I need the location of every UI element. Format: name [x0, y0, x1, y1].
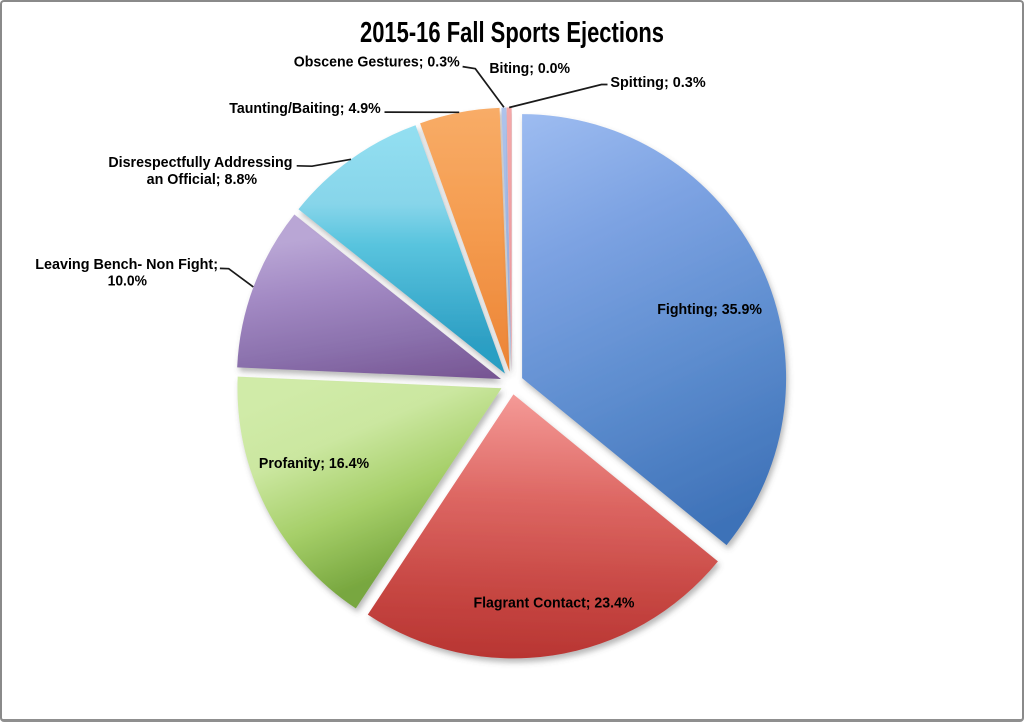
svg-text:10.0%: 10.0%	[108, 273, 147, 290]
svg-text:Fighting; 35.9%: Fighting; 35.9%	[657, 301, 762, 318]
svg-text:Flagrant Contact; 23.4%: Flagrant Contact; 23.4%	[474, 595, 635, 612]
svg-text:Biting; 0.0%: Biting; 0.0%	[489, 60, 570, 77]
svg-text:Obscene Gestures; 0.3%: Obscene Gestures; 0.3%	[294, 54, 460, 71]
svg-text:Spitting; 0.3%: Spitting; 0.3%	[610, 74, 705, 91]
svg-text:an Official; 8.8%: an Official; 8.8%	[147, 171, 258, 188]
svg-text:Leaving Bench- Non Fight;: Leaving Bench- Non Fight;	[35, 256, 218, 273]
svg-text:Disrespectfully Addressing: Disrespectfully Addressing	[108, 154, 292, 171]
svg-text:2015-16 Fall Sports Ejections: 2015-16 Fall Sports Ejections	[360, 17, 664, 49]
svg-text:Profanity; 16.4%: Profanity; 16.4%	[259, 455, 369, 472]
svg-text:Taunting/Baiting; 4.9%: Taunting/Baiting; 4.9%	[229, 100, 380, 117]
